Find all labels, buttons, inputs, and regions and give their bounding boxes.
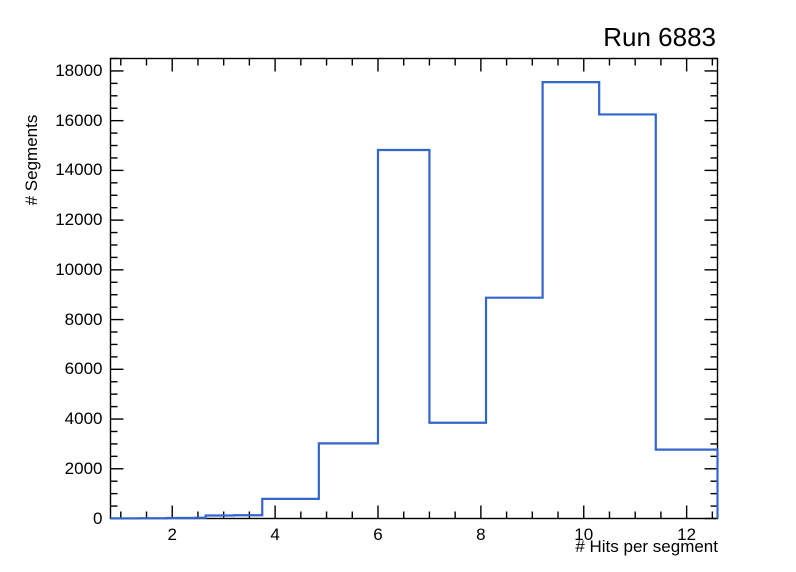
- x-tick-label: 4: [270, 524, 280, 544]
- x-tick-label: 10: [574, 524, 594, 544]
- y-tick-label: 4000: [64, 409, 103, 429]
- y-tick-label: 18000: [55, 60, 103, 80]
- x-axis-label: # Hits per segment: [575, 537, 718, 556]
- chart-title: Run 6883: [603, 22, 716, 52]
- y-tick-label: 14000: [55, 160, 103, 180]
- y-tick-label: 16000: [55, 110, 103, 130]
- axis-ticks: [110, 57, 718, 520]
- histogram-step-line: [109, 81, 719, 520]
- plot-frame: [109, 57, 719, 520]
- x-tick-label: 2: [167, 524, 177, 544]
- y-tick-label: 0: [93, 508, 103, 528]
- y-tick-label: 6000: [64, 359, 103, 379]
- x-tick-label: 12: [677, 524, 697, 544]
- y-tick-label: 12000: [55, 210, 103, 230]
- x-tick-label: 6: [373, 524, 383, 544]
- y-tick-label: 2000: [64, 458, 103, 478]
- y-tick-label: 8000: [64, 309, 103, 329]
- x-tick-label: 8: [476, 524, 486, 544]
- y-tick-label: 10000: [55, 259, 103, 279]
